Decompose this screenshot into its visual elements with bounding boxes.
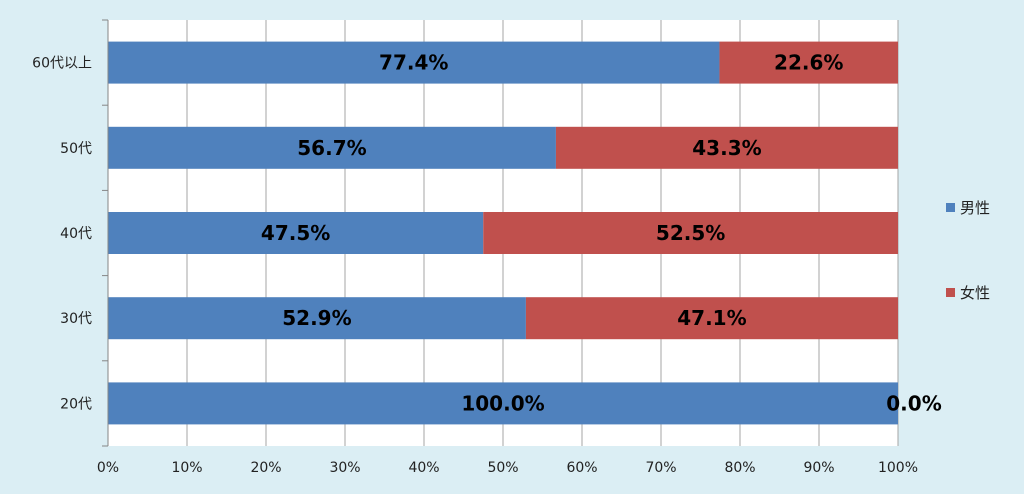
bar-female bbox=[525, 297, 898, 340]
x-tick-label: 100% bbox=[878, 460, 918, 476]
x-tick-label: 20% bbox=[250, 460, 281, 476]
category-label: 40代 bbox=[60, 226, 92, 242]
x-tick-label: 90% bbox=[803, 460, 834, 476]
data-label: 52.9% bbox=[282, 306, 351, 330]
bar-male bbox=[108, 382, 898, 425]
x-tick-label: 80% bbox=[724, 460, 755, 476]
x-tick-label: 30% bbox=[329, 460, 360, 476]
data-label: 100.0% bbox=[461, 391, 544, 415]
legend-swatch bbox=[946, 203, 955, 212]
data-label: 43.3% bbox=[692, 136, 761, 160]
data-label: 56.7% bbox=[297, 136, 366, 160]
data-label: 77.4% bbox=[379, 51, 448, 75]
x-tick-label: 40% bbox=[408, 460, 439, 476]
legend-label: 男性 bbox=[960, 199, 990, 217]
data-label: 52.5% bbox=[656, 221, 725, 245]
x-tick-label: 70% bbox=[645, 460, 676, 476]
x-tick-label: 60% bbox=[566, 460, 597, 476]
bar-male bbox=[108, 126, 556, 169]
x-tick-label: 0% bbox=[97, 460, 119, 476]
legend-swatch bbox=[946, 288, 955, 297]
bar-female bbox=[555, 126, 898, 169]
bar-male bbox=[108, 212, 484, 254]
category-label: 60代以上 bbox=[32, 56, 92, 72]
category-label: 20代 bbox=[60, 396, 92, 412]
category-label: 30代 bbox=[60, 311, 92, 327]
data-label: 47.1% bbox=[677, 306, 746, 330]
x-tick-label: 50% bbox=[487, 460, 518, 476]
bar-female bbox=[719, 41, 898, 84]
data-label: 0.0% bbox=[886, 391, 941, 415]
bar-male bbox=[108, 297, 526, 340]
data-label: 22.6% bbox=[774, 51, 843, 75]
bar-female bbox=[483, 212, 898, 254]
legend-label: 女性 bbox=[960, 284, 990, 302]
x-tick-label: 10% bbox=[171, 460, 202, 476]
data-label: 47.5% bbox=[261, 221, 330, 245]
category-label: 50代 bbox=[60, 141, 92, 157]
bar-male bbox=[108, 41, 720, 84]
